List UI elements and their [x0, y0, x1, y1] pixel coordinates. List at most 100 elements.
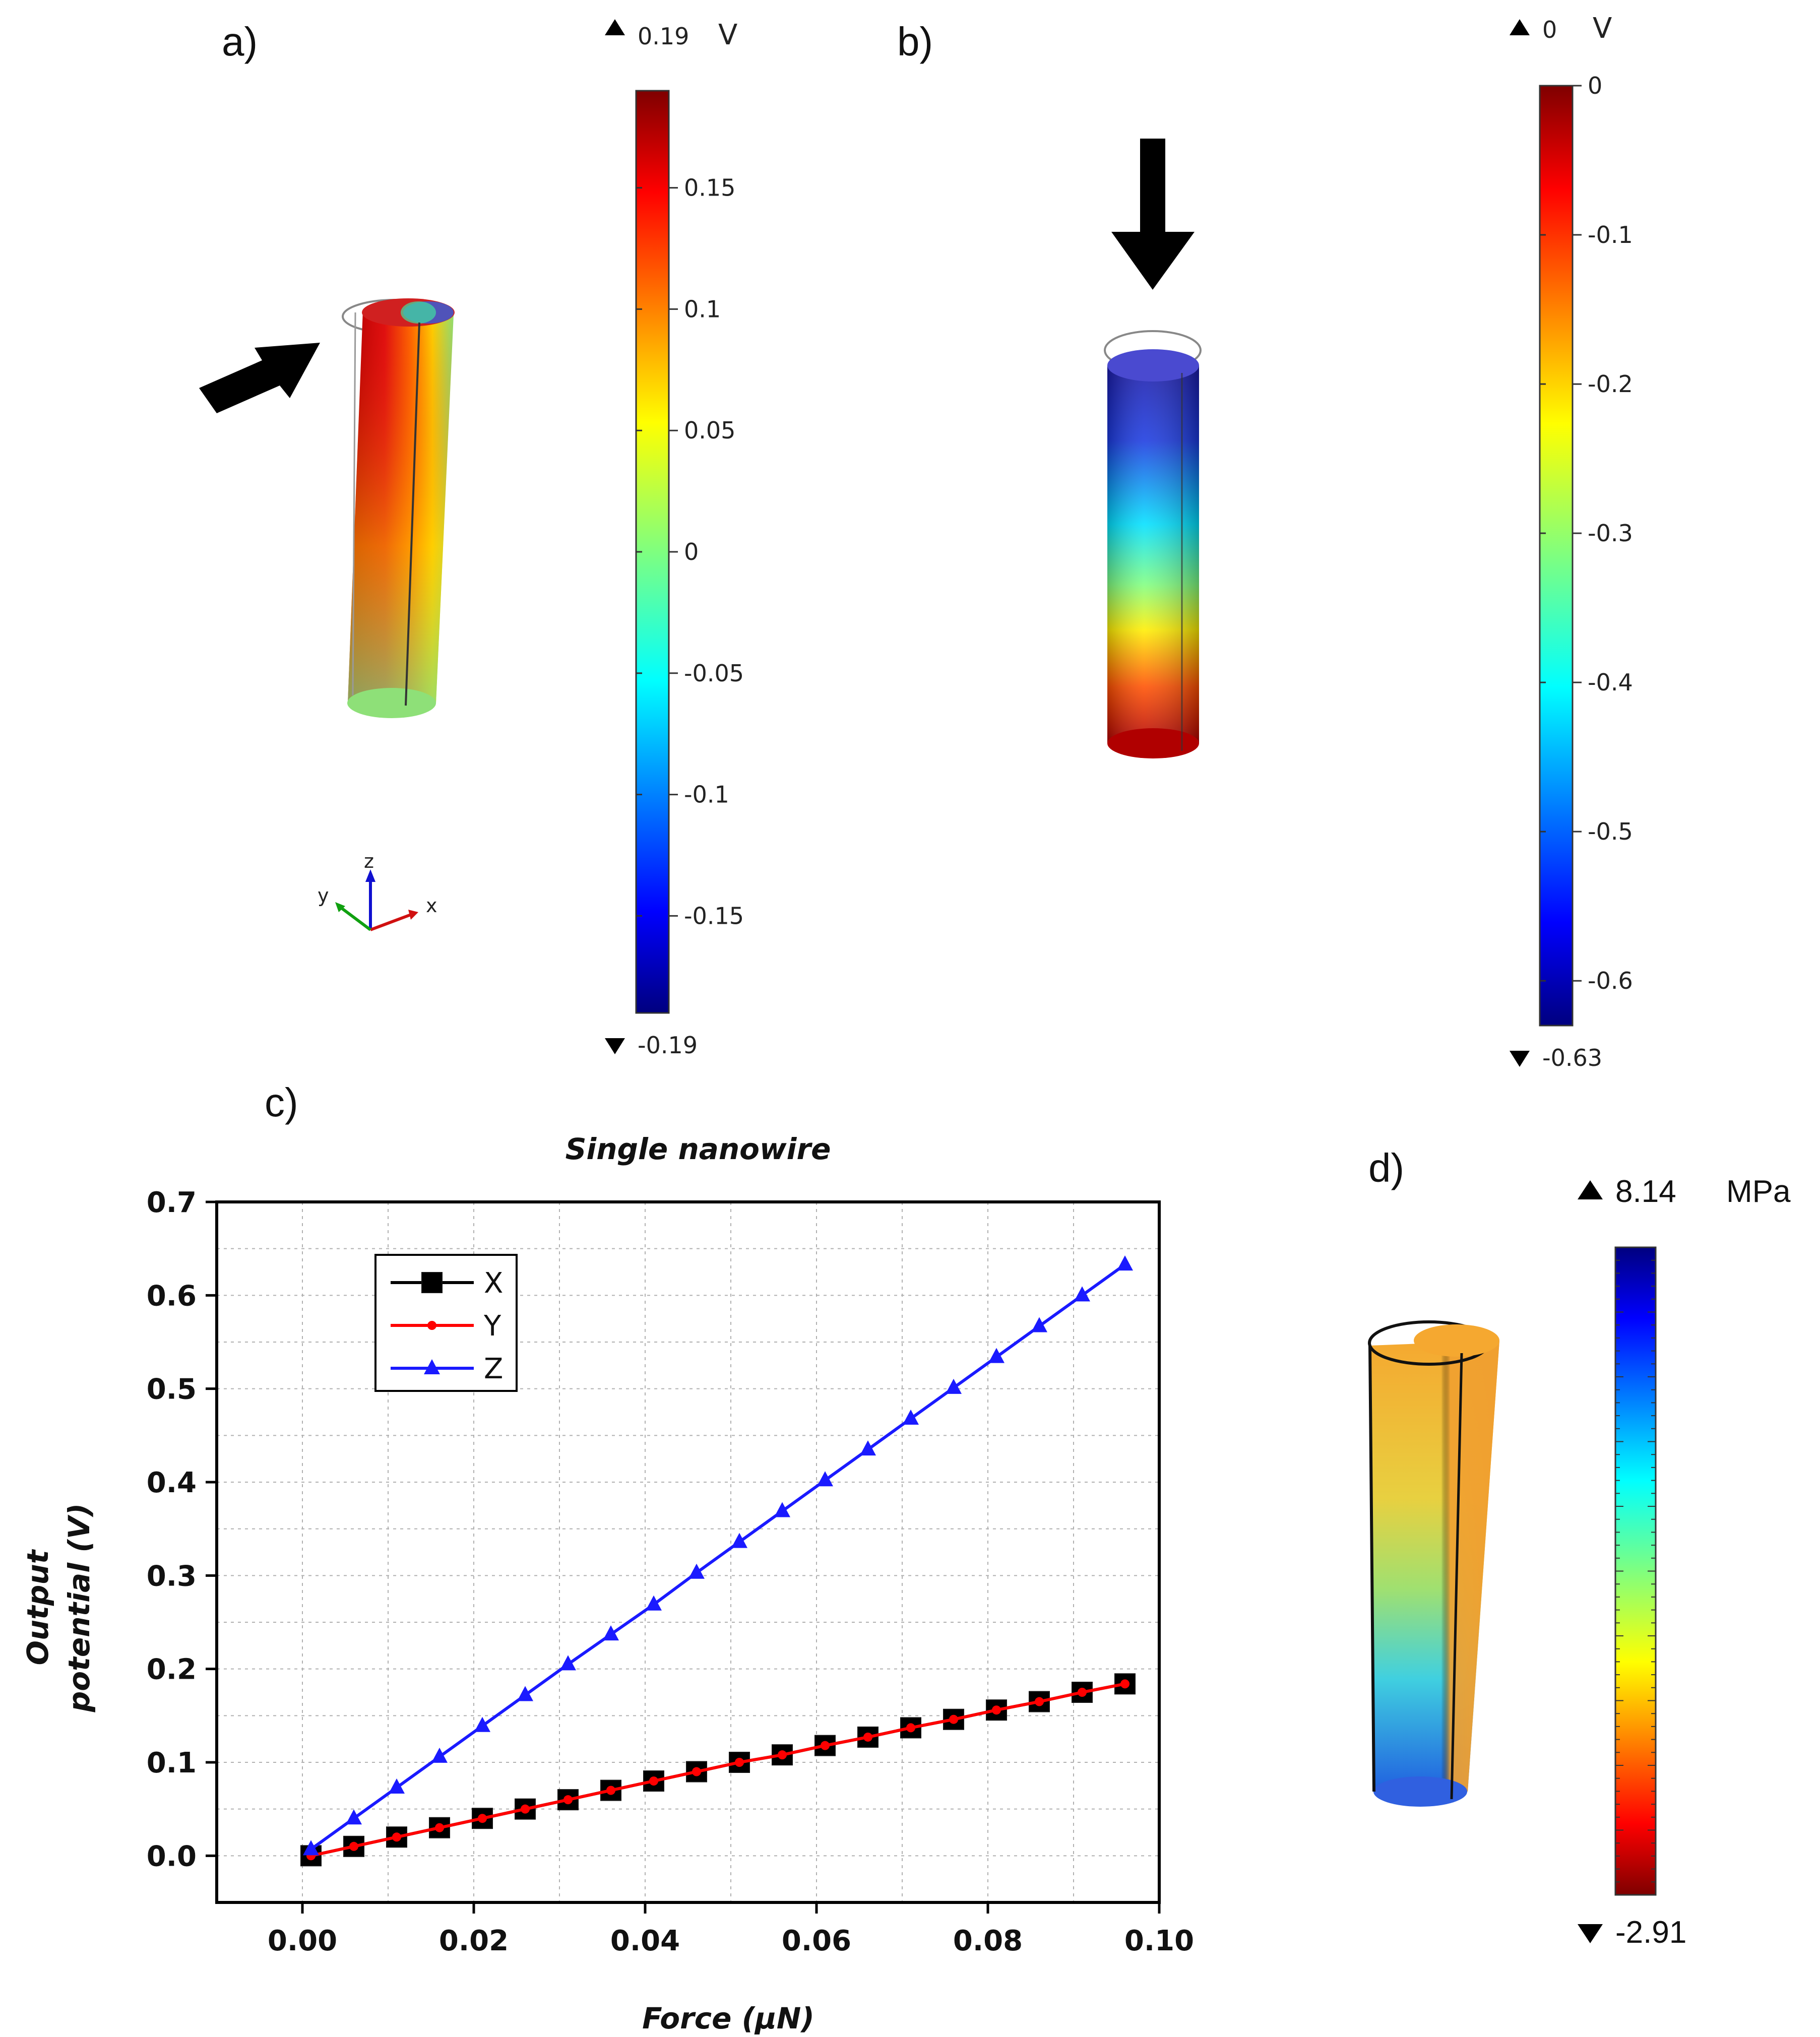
- legend-marker-x: [421, 1272, 443, 1293]
- data-point-z: [688, 1563, 705, 1579]
- panel-c-label: c): [265, 1080, 298, 1125]
- legend-label-x: X: [484, 1267, 503, 1300]
- data-point-y: [906, 1723, 915, 1733]
- panel-b: b) 0 V 0 -0.1 -0.2 -0.3 -0.4 -0.5 -0.6 -0.63: [897, 12, 1633, 1071]
- data-point-z: [560, 1655, 576, 1671]
- colorbar-b-unit: V: [1593, 12, 1612, 45]
- legend-label-y: Y: [483, 1310, 501, 1343]
- legend-marker-y: [427, 1321, 436, 1330]
- y-tick-label: 0.5: [147, 1373, 197, 1406]
- x-axis-title: Force (μN): [642, 2001, 814, 2035]
- panel-d-label: d): [1368, 1145, 1404, 1190]
- y-tick-label: 0.3: [147, 1560, 197, 1593]
- colorbar-a-tick-label: 0.05: [684, 417, 735, 444]
- colorbar-b-tick-label: -0.6: [1588, 967, 1633, 994]
- data-point-y: [606, 1786, 615, 1795]
- panel-a-label: a): [222, 19, 258, 64]
- data-point-y: [435, 1823, 444, 1832]
- data-point-z: [988, 1348, 1005, 1363]
- data-point-z: [1031, 1317, 1047, 1332]
- data-point-y: [478, 1814, 487, 1823]
- colorbar-b-gradient: [1539, 85, 1574, 1027]
- data-point-y: [821, 1741, 830, 1750]
- colorbar-b-max: 0: [1542, 16, 1557, 43]
- colorbar-b-tick-label: -0.1: [1588, 221, 1633, 248]
- series-y: [306, 1679, 1129, 1861]
- x-tick-label: 0.00: [268, 1925, 337, 1957]
- colorbar-a-tick-label: -0.15: [684, 902, 744, 929]
- max-marker-icon: [605, 19, 625, 35]
- data-point-z: [1117, 1255, 1133, 1271]
- data-point-z: [346, 1809, 362, 1825]
- data-point-z: [303, 1840, 319, 1856]
- colorbar-d-min: -2.91: [1615, 1915, 1686, 1950]
- data-point-z: [946, 1378, 962, 1394]
- legend-label-z: Z: [484, 1353, 503, 1385]
- legend: XYZ: [374, 1254, 518, 1392]
- data-point-y: [735, 1758, 744, 1767]
- x-tick-label: 0.04: [610, 1925, 680, 1957]
- colorbar-a-min: -0.19: [638, 1032, 698, 1059]
- colorbar-a-tick-label: 0: [684, 538, 699, 565]
- colorbar-a-tick-label: 0.15: [684, 174, 735, 202]
- colorbar-d-unit: MPa: [1726, 1174, 1791, 1209]
- series-line-y: [310, 1682, 1125, 1858]
- panel-a: a) z x y: [199, 19, 744, 1059]
- data-point-z: [731, 1533, 747, 1548]
- data-point-y: [392, 1832, 401, 1842]
- colorbar-a-max: 0.19: [638, 23, 689, 50]
- colorbar-b-tick-label: -0.5: [1588, 818, 1633, 845]
- plot-frame: [215, 1200, 1161, 1904]
- colorbar-d: 8.14 MPa -2.91: [1578, 1174, 1791, 1950]
- data-point-z: [603, 1625, 619, 1641]
- legend-marker-z: [424, 1359, 440, 1374]
- data-point-y: [1078, 1688, 1087, 1697]
- x-tick-label: 0.02: [439, 1925, 509, 1957]
- y-axis-title-line1: Output: [21, 1549, 55, 1665]
- y-tick-label: 0.0: [147, 1840, 197, 1873]
- min-marker-icon: [1578, 1924, 1603, 1943]
- data-point-z: [389, 1778, 405, 1794]
- panel-b-label: b): [897, 19, 933, 64]
- triad-y-label: y: [318, 884, 329, 907]
- colorbar-d-max: 8.14: [1615, 1174, 1676, 1209]
- data-point-z: [646, 1595, 662, 1611]
- colorbar-b-tick-label: -0.3: [1588, 520, 1633, 547]
- axis-triad: z x y: [318, 850, 437, 931]
- colorbar-a-tick-label: -0.1: [684, 781, 729, 808]
- data-point-z: [517, 1686, 533, 1701]
- colorbar-a-tick-label: 0.1: [684, 295, 721, 323]
- data-point-z: [1074, 1286, 1090, 1302]
- colorbar-a-unit: V: [718, 19, 737, 51]
- data-point-y: [992, 1705, 1001, 1715]
- colorbar-b: 0 V 0 -0.1 -0.2 -0.3 -0.4 -0.5 -0.6 -0.63: [1510, 12, 1633, 1071]
- nanowire-b: [1104, 330, 1202, 758]
- data-point-y: [563, 1795, 573, 1805]
- colorbar-b-tick-label: -0.4: [1588, 669, 1633, 696]
- data-point-y: [1120, 1679, 1129, 1689]
- max-marker-icon: [1578, 1180, 1603, 1199]
- data-point-y: [349, 1841, 358, 1851]
- triad-x-label: x: [426, 895, 437, 917]
- data-point-z: [774, 1502, 790, 1517]
- min-marker-icon: [1510, 1051, 1530, 1067]
- data-point-y: [949, 1714, 958, 1724]
- panel-c: c) Single nanowire 0.00 0.02 0.04 0.06 0.08 0…: [21, 1080, 1194, 2035]
- max-marker-icon: [1510, 19, 1530, 35]
- y-tick-label: 0.4: [147, 1467, 197, 1499]
- data-point-y: [692, 1767, 701, 1776]
- y-tick-label: 0.2: [147, 1653, 197, 1686]
- y-axis-title-line2: potential (V): [62, 1503, 96, 1712]
- force-arrow-a: [199, 343, 320, 413]
- triad-z-label: z: [364, 850, 374, 872]
- series-z: [303, 1255, 1133, 1856]
- series-x: [300, 1673, 1136, 1867]
- data-point-z: [903, 1409, 919, 1425]
- x-tick-label: 0.06: [782, 1925, 851, 1957]
- colorbar-b-tick-label: 0: [1588, 72, 1602, 99]
- nanowire-d: [1368, 1320, 1499, 1807]
- y-tick-label: 0.7: [147, 1186, 197, 1219]
- x-tick-label: 0.08: [953, 1925, 1023, 1957]
- data-point-z: [474, 1716, 490, 1732]
